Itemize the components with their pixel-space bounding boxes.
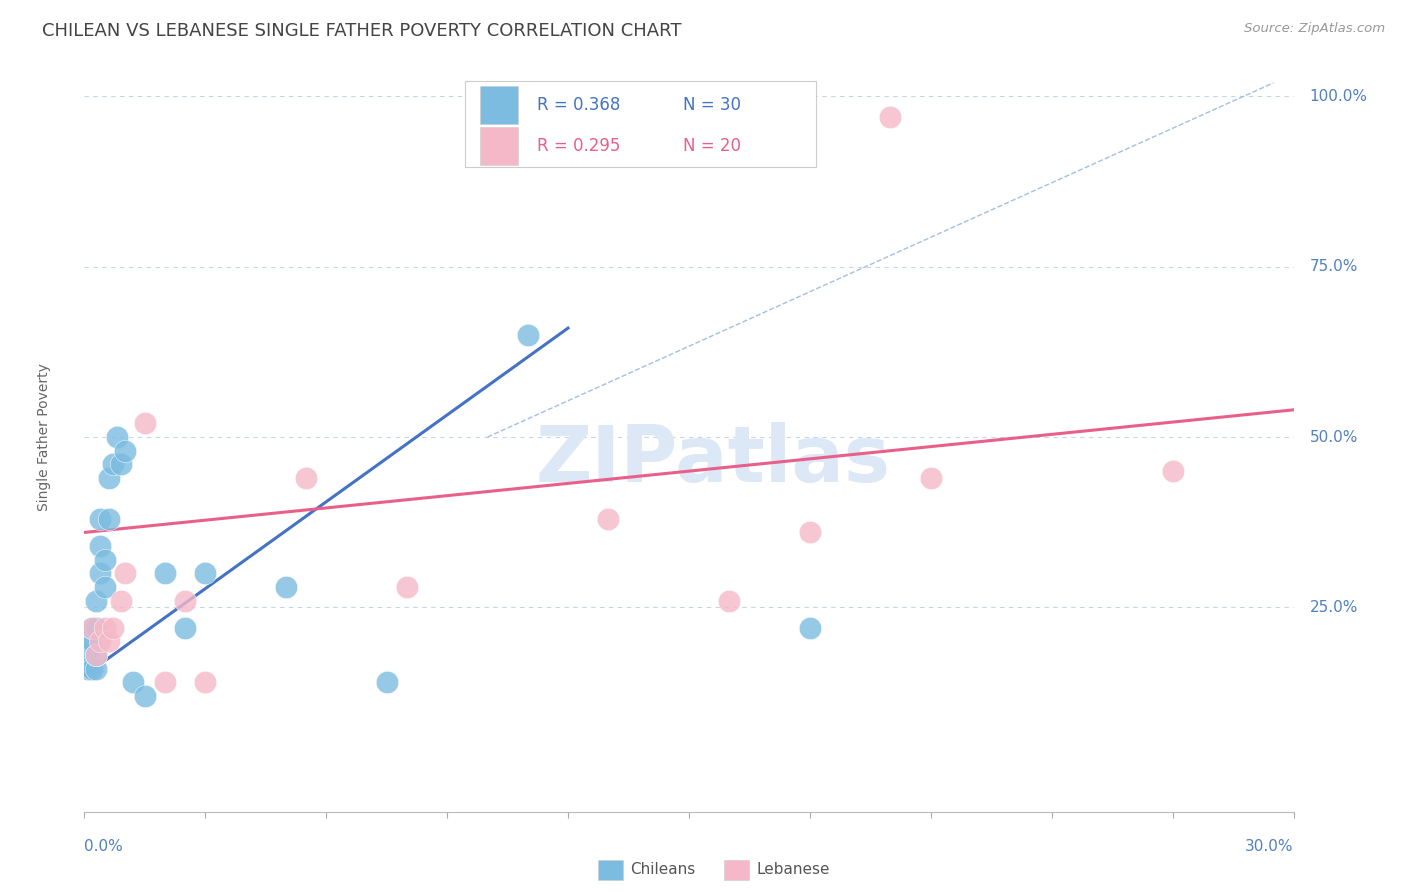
Point xyxy=(799,621,821,635)
Point xyxy=(101,458,124,472)
Point xyxy=(516,327,538,342)
Point xyxy=(86,648,108,662)
Point xyxy=(86,593,108,607)
Point xyxy=(121,675,143,690)
Point xyxy=(153,566,176,581)
Point xyxy=(375,675,398,690)
Point xyxy=(93,580,115,594)
Point xyxy=(89,512,111,526)
Point xyxy=(86,662,108,676)
Point xyxy=(89,539,111,553)
Text: Source: ZipAtlas.com: Source: ZipAtlas.com xyxy=(1244,22,1385,36)
Text: Chileans: Chileans xyxy=(630,863,695,877)
Point xyxy=(194,675,217,690)
Point xyxy=(97,634,120,648)
Point xyxy=(82,662,104,676)
Text: 30.0%: 30.0% xyxy=(1246,839,1294,854)
Point xyxy=(89,566,111,581)
Text: R = 0.295: R = 0.295 xyxy=(537,136,620,155)
Point xyxy=(82,621,104,635)
Point xyxy=(134,689,156,703)
Text: Single Father Poverty: Single Father Poverty xyxy=(38,363,52,511)
Point xyxy=(93,621,115,635)
Bar xyxy=(479,127,519,164)
Point xyxy=(174,621,197,635)
Point xyxy=(89,634,111,648)
Point xyxy=(97,512,120,526)
Text: N = 20: N = 20 xyxy=(683,136,741,155)
Point xyxy=(101,621,124,635)
Point xyxy=(153,675,176,690)
Point xyxy=(110,593,132,607)
Text: 25.0%: 25.0% xyxy=(1309,600,1358,615)
Text: N = 30: N = 30 xyxy=(683,95,741,114)
Point xyxy=(598,512,620,526)
Point xyxy=(1161,464,1184,478)
Point xyxy=(97,471,120,485)
Point xyxy=(110,458,132,472)
Point xyxy=(86,621,108,635)
Point xyxy=(194,566,217,581)
Point xyxy=(77,648,100,662)
Text: CHILEAN VS LEBANESE SINGLE FATHER POVERTY CORRELATION CHART: CHILEAN VS LEBANESE SINGLE FATHER POVERT… xyxy=(42,22,682,40)
FancyBboxPatch shape xyxy=(465,81,815,168)
Point xyxy=(879,110,901,124)
Point xyxy=(920,471,942,485)
Text: 100.0%: 100.0% xyxy=(1309,89,1368,104)
Point xyxy=(295,471,318,485)
Point xyxy=(77,662,100,676)
Point xyxy=(134,417,156,431)
Point xyxy=(114,443,136,458)
Point xyxy=(799,525,821,540)
Point xyxy=(395,580,418,594)
Point xyxy=(718,593,741,607)
Point xyxy=(82,621,104,635)
Point xyxy=(274,580,297,594)
Point xyxy=(174,593,197,607)
Point xyxy=(86,648,108,662)
Point xyxy=(82,634,104,648)
Bar xyxy=(479,87,519,124)
Text: 0.0%: 0.0% xyxy=(84,839,124,854)
Text: R = 0.368: R = 0.368 xyxy=(537,95,620,114)
Point xyxy=(114,566,136,581)
Text: Lebanese: Lebanese xyxy=(756,863,830,877)
Point xyxy=(93,552,115,566)
Point xyxy=(77,634,100,648)
Text: 50.0%: 50.0% xyxy=(1309,430,1358,444)
Text: 75.0%: 75.0% xyxy=(1309,260,1358,274)
Point xyxy=(105,430,128,444)
Text: ZIPatlas: ZIPatlas xyxy=(536,422,890,498)
